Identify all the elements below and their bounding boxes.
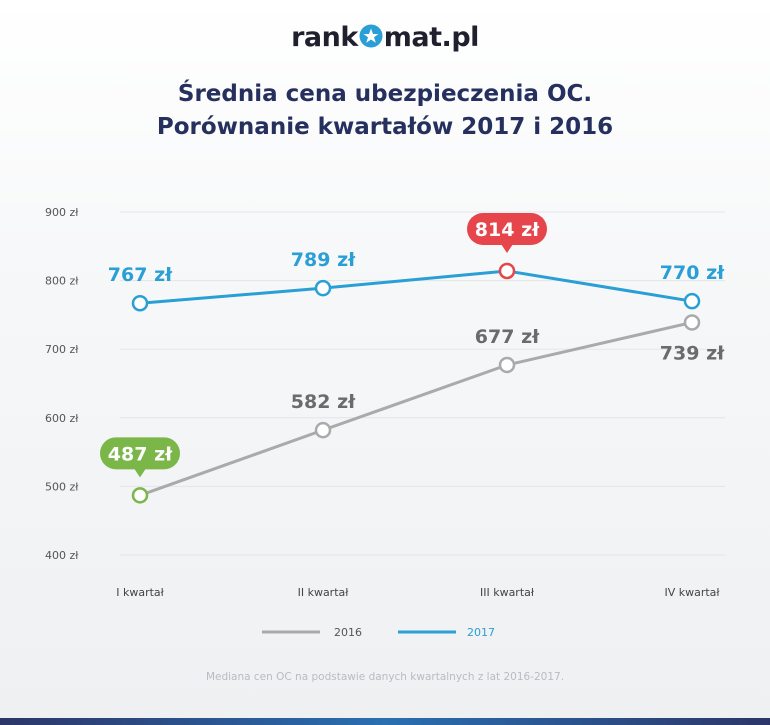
legend: 2016 2017 <box>262 626 495 639</box>
data-label-2017: 770 zł <box>660 262 725 284</box>
x-tick-label: I kwartał <box>116 586 164 599</box>
chart-title-line-1: Średnia cena ubezpieczenia OC. <box>177 81 593 107</box>
series-line-2017 <box>139 269 693 305</box>
marker-2016 <box>314 421 332 439</box>
x-tick-label: IV kwartał <box>664 586 720 599</box>
y-tick-label: 500 zł <box>45 480 79 493</box>
brand-name-end: mat.pl <box>383 22 480 53</box>
series-line-2016 <box>139 320 693 497</box>
data-label-2016-min: 487 zł <box>108 443 173 465</box>
y-tick-label: 900 zł <box>45 206 79 219</box>
marker-2016 <box>683 314 701 331</box>
data-labels: 767 zł 789 zł 814 zł 770 zł 487 zł 582 zł 677 … <box>100 212 725 478</box>
y-tick-label: 600 zł <box>45 412 79 425</box>
data-label-2017: 789 zł <box>291 249 356 271</box>
y-tick-label: 400 zł <box>45 549 79 562</box>
marker-2016 <box>498 356 516 374</box>
marker-2016 <box>131 487 149 504</box>
star-icon <box>358 23 384 56</box>
x-tick-label: II kwartał <box>298 586 350 599</box>
data-label-2016: 677 zł <box>475 326 540 348</box>
y-tick-label: 800 zł <box>45 275 79 288</box>
min-callout-pointer <box>134 468 146 478</box>
legend-label-2017: 2017 <box>467 626 495 639</box>
footnote: Mediana cen OC na podstawie danych kwart… <box>205 671 565 683</box>
data-label-2017-max: 814 zł <box>475 219 540 241</box>
series-lines <box>139 269 693 497</box>
chart-title: Średnia cena ubezpieczenia OC. Porównani… <box>0 78 770 144</box>
y-tick-label: 700 zł <box>45 343 79 356</box>
axis-labels: 900 zł 800 zł 700 zł 600 zł 500 zł 400 zł I kw… <box>45 206 720 599</box>
data-label-2017: 767 zł <box>108 264 173 286</box>
data-label-2016: 582 zł <box>291 391 356 413</box>
chart-title-line-2: Porównanie kwartałów 2017 i 2016 <box>156 114 614 140</box>
bottom-accent-bar <box>0 718 770 725</box>
marker-2017 <box>683 292 701 310</box>
legend-label-2016: 2016 <box>334 626 362 639</box>
grid-lines <box>120 211 725 556</box>
marker-2017 <box>314 279 332 297</box>
series-markers <box>131 262 701 504</box>
x-tick-label: III kwartał <box>480 586 535 599</box>
max-callout-pointer <box>501 243 513 253</box>
marker-2017 <box>131 294 149 312</box>
max-callout-bubble <box>467 212 547 245</box>
data-label-2016: 739 zł <box>660 342 725 364</box>
marker-2017 <box>498 262 516 280</box>
min-callout-bubble <box>100 437 180 470</box>
brand-logo: rank mat.pl <box>0 22 770 56</box>
brand-name-start: rank <box>291 22 358 53</box>
